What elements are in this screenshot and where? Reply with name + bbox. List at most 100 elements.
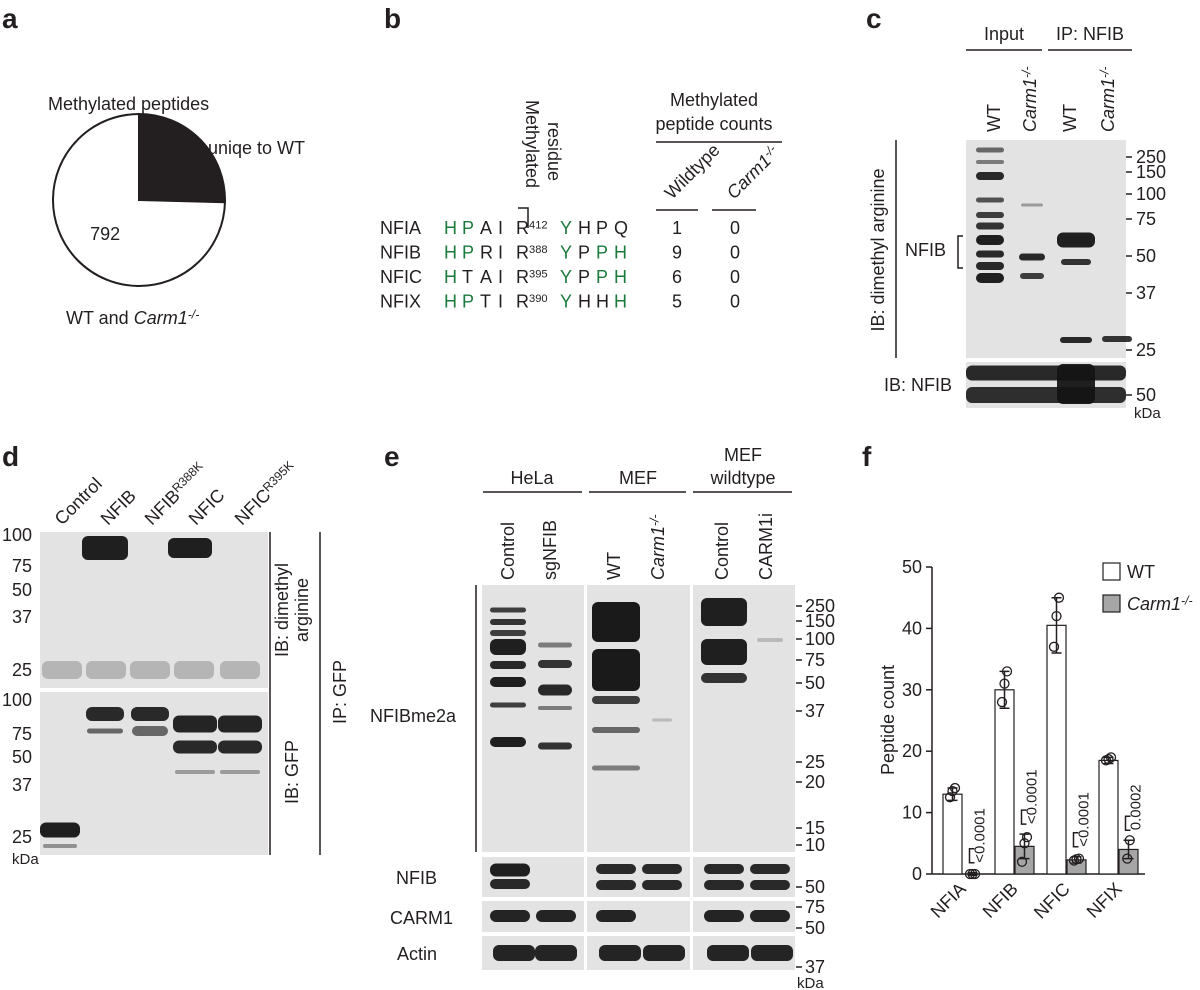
- data-point: [1021, 832, 1033, 843]
- residue: H: [444, 218, 457, 238]
- x-tick-label: NFIC: [1030, 879, 1074, 923]
- column-header: Methylated: [522, 100, 542, 188]
- band: [175, 770, 215, 774]
- band: [536, 910, 576, 922]
- residue: I: [498, 267, 503, 287]
- label-text: WT: [984, 104, 1004, 132]
- methyl-site: R390: [516, 292, 548, 312]
- band: [42, 661, 82, 679]
- label-text: WT: [604, 552, 624, 580]
- band: [535, 945, 577, 961]
- band: [643, 945, 685, 961]
- label-text: sgNFIB: [540, 520, 560, 580]
- row-label: NFIA: [380, 218, 421, 238]
- group-label: Input: [984, 24, 1024, 44]
- column-header: peptide counts: [655, 114, 772, 134]
- residue: T: [480, 292, 491, 312]
- band: [704, 864, 744, 874]
- marker-label: 75: [1136, 209, 1156, 229]
- bar: [1046, 624, 1067, 875]
- marker-label: 150: [1136, 162, 1166, 182]
- marker-label: 50: [805, 673, 825, 693]
- band: [701, 639, 747, 665]
- lane-label: Carm1-/-: [1097, 66, 1118, 132]
- label-text: WT: [1127, 562, 1155, 582]
- data-point: [1124, 835, 1135, 846]
- antibody-label: IP: GFP: [330, 660, 350, 724]
- residue: P: [596, 243, 608, 263]
- band: [43, 844, 77, 848]
- band: [596, 880, 636, 890]
- band: [490, 630, 526, 636]
- marker-label: 75: [805, 897, 825, 917]
- row-label: NFIBme2a: [370, 706, 457, 726]
- antibody-label: IB: GFP: [282, 740, 302, 804]
- p-value: <0.0001: [1076, 792, 1093, 847]
- superscript: -/-: [1019, 66, 1033, 78]
- marker-label: 25: [12, 827, 32, 847]
- marker-label: 37: [805, 957, 825, 977]
- band: [750, 880, 790, 890]
- count: 0: [730, 267, 740, 287]
- y-tick-label: 40: [902, 618, 922, 638]
- band: [1019, 253, 1045, 261]
- marker-label: 37: [12, 775, 32, 795]
- data-point: [1053, 592, 1065, 603]
- band: [976, 250, 1004, 258]
- bracket: [1124, 815, 1131, 831]
- marker-label: 100: [1136, 184, 1166, 204]
- band: [538, 742, 572, 750]
- band: [1102, 336, 1132, 342]
- band: [976, 273, 1004, 283]
- marker-label: 75: [805, 650, 825, 670]
- superscript: -/-: [1181, 593, 1193, 607]
- band: [642, 864, 682, 874]
- marker-label: 250: [805, 596, 835, 616]
- y-tick-label: 0: [912, 864, 922, 884]
- panel-label: b: [384, 3, 401, 34]
- residue: T: [462, 267, 473, 287]
- band: [490, 619, 526, 625]
- label-text: WT: [1060, 104, 1080, 132]
- x-tick-label: NFIA: [927, 879, 970, 922]
- residue: H: [614, 267, 627, 287]
- residue: H: [596, 292, 609, 312]
- site-number: 412: [529, 219, 548, 231]
- band: [131, 707, 169, 721]
- antibody-label: IB: NFIB: [884, 375, 952, 395]
- label-text: WT and: [66, 308, 129, 328]
- panel-label: c: [866, 3, 882, 34]
- band: [701, 673, 747, 683]
- band: [130, 661, 170, 679]
- methyl-site: R412: [516, 218, 548, 238]
- column-header: residue: [544, 122, 564, 181]
- marker-label: 150: [805, 611, 835, 631]
- marker-label: 100: [2, 525, 32, 545]
- band: [538, 706, 572, 710]
- residue: R: [516, 292, 529, 312]
- label-text: uniqe to WT: [208, 138, 305, 158]
- value-label: 792: [90, 224, 120, 244]
- band: [1060, 337, 1092, 343]
- unit-label: kDa: [12, 851, 39, 868]
- panel-label: f: [862, 441, 872, 472]
- band: [750, 910, 790, 922]
- data-point: [949, 782, 961, 794]
- band: [490, 863, 530, 877]
- lane-label: NFIB: [97, 486, 140, 529]
- data-point: [1122, 853, 1133, 864]
- marker-label: 50: [805, 918, 825, 938]
- site-number: 390: [529, 293, 548, 305]
- marker-label: 75: [12, 556, 32, 576]
- residue: H: [444, 292, 457, 312]
- label-text: CARM1i: [756, 513, 776, 580]
- superscript: R395K: [260, 458, 297, 495]
- band: [707, 945, 749, 961]
- residue: Y: [560, 267, 572, 287]
- residue: P: [596, 218, 608, 238]
- gene-name: Carm1: [1098, 78, 1118, 132]
- band-label: NFIB: [905, 240, 946, 260]
